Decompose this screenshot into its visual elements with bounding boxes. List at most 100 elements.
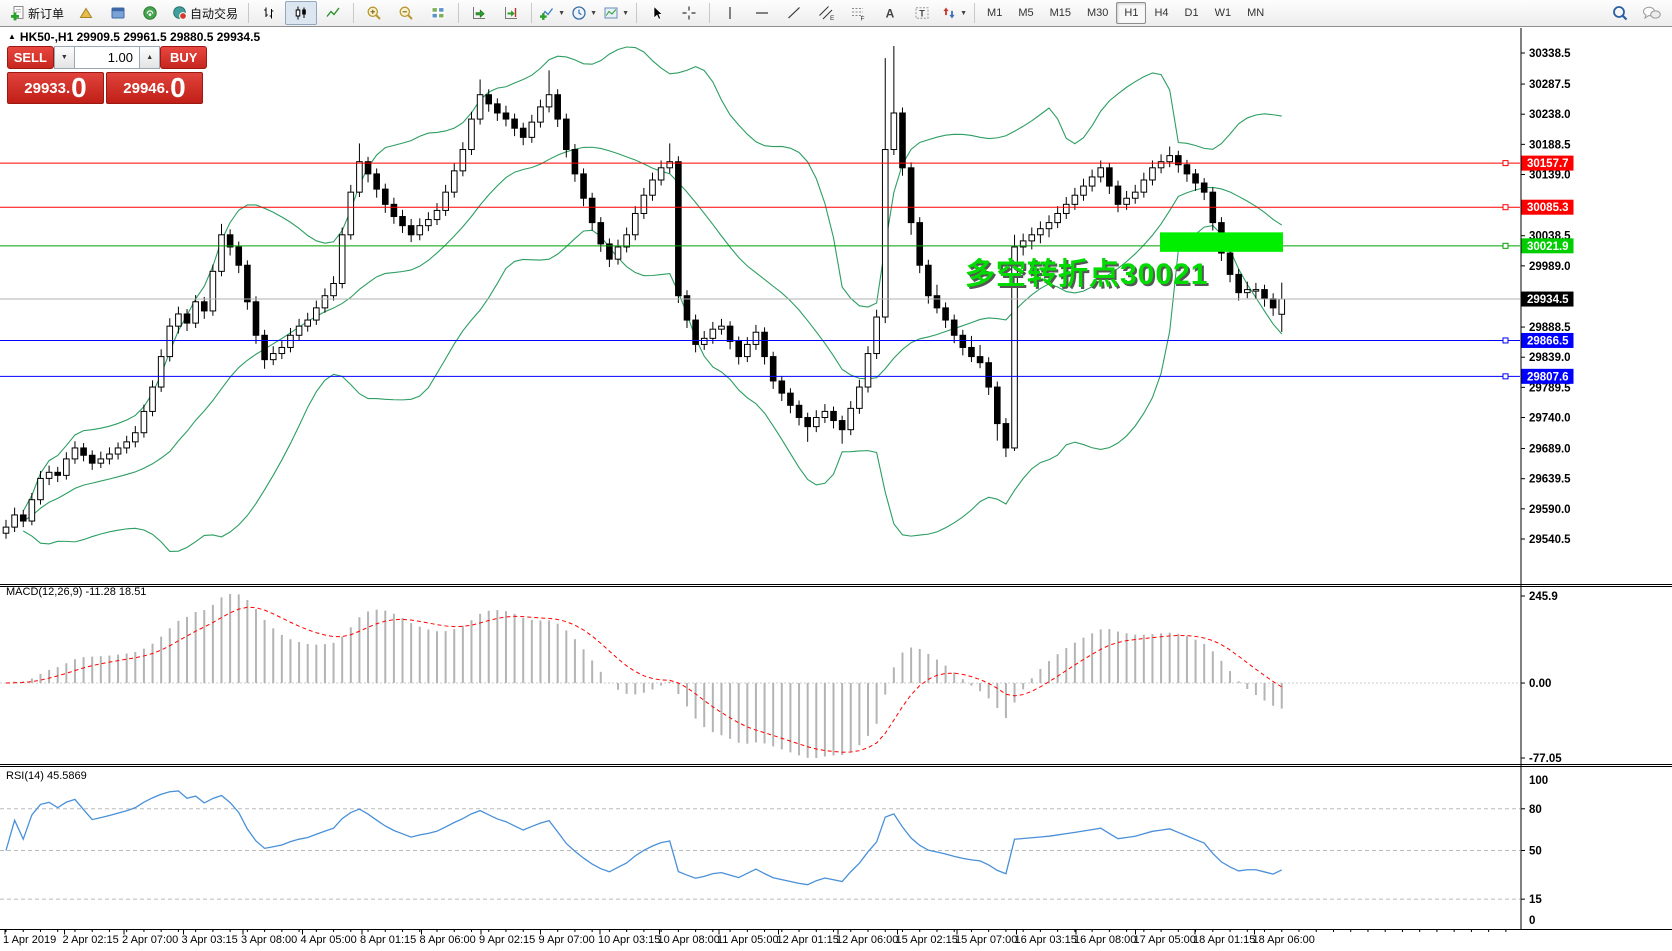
- svg-text:29989.0: 29989.0: [1529, 261, 1571, 273]
- buy-price-small: 29946.: [123, 80, 170, 97]
- chart-collapse-icon[interactable]: ▲: [8, 32, 16, 41]
- volume-decrease-button[interactable]: ▼: [53, 46, 75, 69]
- zoom-out-button[interactable]: [390, 1, 422, 25]
- svg-text:30157.7: 30157.7: [1527, 158, 1569, 170]
- signals-button[interactable]: [134, 1, 166, 25]
- crosshair-icon: [681, 5, 697, 21]
- autotrading-button[interactable]: 自动交易: [166, 1, 244, 25]
- candles: [2, 45, 1286, 539]
- macd-indicator-label: MACD(12,26,9) -11.28 18.51: [6, 586, 147, 598]
- volume-increase-button[interactable]: ▲: [139, 46, 161, 69]
- line-icon: [325, 5, 341, 21]
- current-price-label: [1521, 291, 1574, 307]
- autotrade-icon: [172, 5, 188, 21]
- time-axis[interactable]: 1 Apr 2019 2 Apr 02:15 2 Apr 07:00 3 Apr 03…: [3, 929, 1507, 947]
- cursor-button[interactable]: [641, 1, 673, 25]
- auto-scroll-button[interactable]: [463, 1, 495, 25]
- timeframe-M1[interactable]: M1: [987, 7, 1003, 19]
- svg-text:15 Apr 02:15: 15 Apr 02:15: [896, 934, 958, 946]
- chat-icon: [1642, 5, 1662, 21]
- svg-text:30287.5: 30287.5: [1529, 79, 1571, 91]
- vertical-line-button[interactable]: [714, 1, 746, 25]
- auto-scroll-icon: [471, 5, 487, 21]
- search-button[interactable]: [1604, 1, 1636, 25]
- line-chart-button[interactable]: [317, 1, 349, 25]
- new-chart-button[interactable]: [70, 1, 102, 25]
- svg-text:29888.5: 29888.5: [1529, 322, 1571, 334]
- timeframe-H1[interactable]: H1: [1116, 2, 1147, 24]
- svg-text:100: 100: [1529, 775, 1548, 787]
- rsi-indicator-label: RSI(14) 45.5869: [6, 770, 87, 782]
- sell-button[interactable]: SELL: [7, 46, 54, 69]
- macd-indicator: [0, 594, 1520, 758]
- chart-shift-icon: [503, 5, 519, 21]
- text-button[interactable]: A: [874, 1, 906, 25]
- new-order-button[interactable]: 新订单: [4, 1, 70, 25]
- signal-green-icon: [142, 5, 158, 21]
- timeframe-M5[interactable]: M5: [1018, 7, 1034, 19]
- volume-input[interactable]: [75, 46, 139, 69]
- templates-button[interactable]: ▼: [600, 1, 632, 25]
- horizontal-level-lines[interactable]: [0, 160, 1520, 380]
- svg-text:2 Apr 07:00: 2 Apr 07:00: [122, 934, 178, 946]
- crosshair-button[interactable]: [673, 1, 705, 25]
- hline-icon: [754, 5, 770, 21]
- svg-text:30139.0: 30139.0: [1529, 170, 1571, 182]
- timeframe-W1[interactable]: W1: [1214, 7, 1232, 19]
- bar-chart-button[interactable]: [253, 1, 285, 25]
- timeframe-M15[interactable]: M15: [1049, 7, 1071, 19]
- rsi-axis[interactable]: 100 80 50 15 0: [1521, 775, 1548, 927]
- sell-price-display[interactable]: 29933. 0: [7, 72, 104, 104]
- highlight-rectangle[interactable]: [1160, 232, 1283, 252]
- timeframe-M30[interactable]: M30: [1087, 7, 1109, 19]
- clock-icon: [571, 5, 587, 21]
- svg-text:16 Apr 03:15: 16 Apr 03:15: [1015, 934, 1077, 946]
- svg-text:30085.3: 30085.3: [1527, 202, 1569, 214]
- buy-price-display[interactable]: 29946. 0: [106, 72, 203, 104]
- sell-price-big: 0: [71, 72, 87, 103]
- profiles-button[interactable]: [102, 1, 134, 25]
- periods-button-dropdown-arrow[interactable]: ▼: [590, 9, 597, 17]
- template-icon: [603, 5, 619, 21]
- svg-text:30338.5: 30338.5: [1529, 48, 1571, 60]
- timeframe-MN[interactable]: MN: [1247, 7, 1265, 19]
- svg-text:-77.05: -77.05: [1529, 753, 1562, 765]
- horizontal-line-button[interactable]: [746, 1, 778, 25]
- chart-yellow-icon: [78, 5, 94, 21]
- chart-shift-button[interactable]: [495, 1, 527, 25]
- macd-axis[interactable]: 245.9 0.00 -77.05: [1521, 591, 1562, 765]
- indicator-icon: [539, 5, 555, 21]
- timeframe-H4[interactable]: H4: [1154, 7, 1169, 19]
- svg-text:30188.5: 30188.5: [1529, 139, 1571, 151]
- channel-icon: E: [818, 5, 834, 21]
- trendline-button[interactable]: [778, 1, 810, 25]
- rsi-indicator: [0, 790, 1520, 900]
- arrows-button-dropdown-arrow[interactable]: ▼: [960, 9, 967, 17]
- candlestick-button[interactable]: [285, 1, 318, 25]
- label-button[interactable]: T: [906, 1, 938, 25]
- svg-text:9 Apr 02:15: 9 Apr 02:15: [479, 934, 535, 946]
- fibonacci-button[interactable]: F: [842, 1, 874, 25]
- indicators-button[interactable]: ▼: [536, 1, 568, 25]
- svg-text:2 Apr 02:15: 2 Apr 02:15: [63, 934, 119, 946]
- toolbar-separator: [636, 3, 638, 23]
- channel-button[interactable]: E: [810, 1, 842, 25]
- svg-text:F: F: [861, 16, 865, 22]
- zoom-in-button[interactable]: [358, 1, 390, 25]
- toolbar-separator: [531, 3, 533, 23]
- arrows-button[interactable]: ▼: [938, 1, 970, 25]
- templates-button-dropdown-arrow[interactable]: ▼: [622, 9, 629, 17]
- toolbar-separator: [248, 3, 250, 23]
- timeframe-D1[interactable]: D1: [1184, 7, 1199, 19]
- chart-header: ▲ HK50-,H1 29909.5 29961.5 29880.5 29934.…: [8, 30, 260, 44]
- periods-button[interactable]: ▼: [568, 1, 600, 25]
- buy-button[interactable]: BUY: [160, 46, 207, 69]
- tile-windows-button[interactable]: [422, 1, 454, 25]
- sell-price-small: 29933.: [24, 80, 71, 97]
- chat-button[interactable]: [1636, 1, 1668, 25]
- pane-separators[interactable]: [0, 584, 1672, 930]
- indicators-button-dropdown-arrow[interactable]: ▼: [558, 9, 565, 17]
- zoom-in-icon: [366, 5, 382, 21]
- price-axis[interactable]: 30338.530287.530238.030188.530139.030038…: [1521, 48, 1571, 546]
